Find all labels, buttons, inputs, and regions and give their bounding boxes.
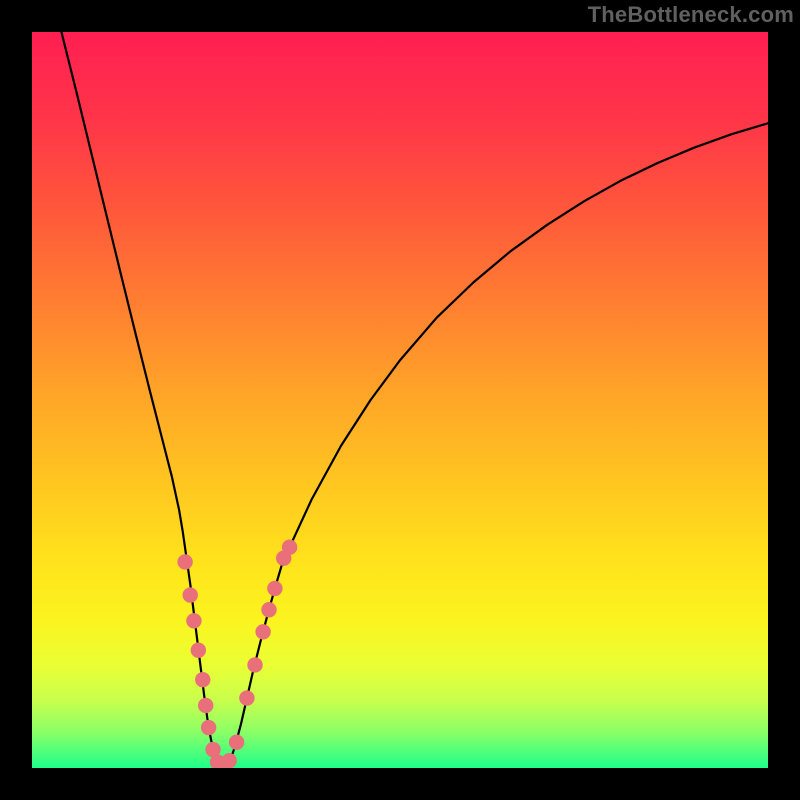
scatter-point (268, 581, 282, 595)
plot-area (32, 32, 768, 768)
scatter-point (199, 698, 213, 712)
scatter-point (178, 555, 192, 569)
scatter-point (187, 614, 201, 628)
chart-root: TheBottleneck.com (0, 0, 800, 800)
scatter-point (262, 603, 276, 617)
scatter-point (201, 720, 215, 734)
gradient-background (32, 32, 768, 768)
watermark-text: TheBottleneck.com (588, 2, 794, 28)
scatter-point (248, 658, 262, 672)
scatter-point (222, 753, 236, 767)
scatter-point (282, 540, 296, 554)
plot-svg (32, 32, 768, 768)
scatter-point (240, 691, 254, 705)
scatter-point (183, 588, 197, 602)
scatter-point (229, 735, 243, 749)
scatter-point (196, 672, 210, 686)
scatter-point (256, 625, 270, 639)
scatter-point (191, 643, 205, 657)
